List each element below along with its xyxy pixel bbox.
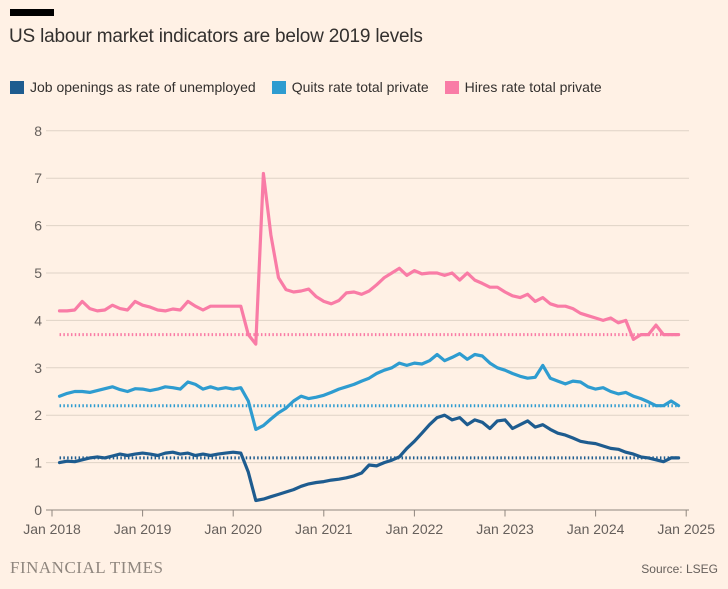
chart-title: US labour market indicators are below 20… — [9, 26, 423, 47]
series-line-2 — [57, 171, 681, 346]
svg-text:0: 0 — [34, 502, 42, 518]
source-credit: Source: LSEG — [641, 562, 718, 576]
x-axis: Jan 2018 Jan 2019 Jan 2020 Jan 2021 Jan 2022… — [23, 510, 715, 537]
chart-footer: FINANCIAL TIMES Source: LSEG — [0, 554, 728, 584]
svg-text:3: 3 — [34, 360, 42, 376]
svg-text:Jan 2022: Jan 2022 — [386, 521, 444, 537]
series-line-0 — [57, 413, 681, 503]
legend-swatch-quits-rate — [271, 80, 286, 94]
series-line-1 — [57, 352, 681, 431]
svg-text:1: 1 — [34, 455, 42, 471]
legend-swatch-hires-rate — [444, 80, 459, 94]
svg-text:6: 6 — [34, 218, 42, 234]
legend-item-hires-rate: Hires rate total private — [444, 79, 602, 95]
legend-swatch-job-openings — [10, 80, 24, 94]
svg-text:Jan 2020: Jan 2020 — [204, 521, 262, 537]
legend-item-quits-rate: Quits rate total private — [271, 79, 429, 95]
svg-text:Jan 2025: Jan 2025 — [657, 521, 715, 537]
svg-text:7: 7 — [34, 170, 42, 186]
svg-text:8: 8 — [34, 123, 42, 139]
ft-wordmark: FINANCIAL TIMES — [10, 558, 164, 577]
legend-label-hires-rate: Hires rate total private — [464, 79, 602, 95]
svg-text:Jan 2024: Jan 2024 — [567, 521, 625, 537]
ft-brand-bar — [10, 9, 54, 16]
reference-lines — [59, 333, 679, 460]
chart-legend: Job openings as rate of unemployed Quits… — [10, 79, 602, 95]
svg-text:Jan 2019: Jan 2019 — [114, 521, 172, 537]
line-chart: 0 1 2 3 4 5 6 7 8 Jan 2018 Jan 2019 Jan 2020 Jan 202… — [23, 123, 715, 537]
svg-text:2: 2 — [34, 407, 42, 423]
svg-text:Jan 2023: Jan 2023 — [476, 521, 534, 537]
gridlines — [46, 130, 689, 511]
legend-item-job-openings: Job openings as rate of unemployed — [10, 79, 256, 95]
legend-label-job-openings: Job openings as rate of unemployed — [30, 79, 256, 95]
svg-text:4: 4 — [34, 312, 42, 328]
svg-text:5: 5 — [34, 265, 42, 281]
y-axis-labels: 0 1 2 3 4 5 6 7 8 — [34, 123, 42, 518]
legend-label-quits-rate: Quits rate total private — [291, 79, 429, 95]
svg-text:Jan 2021: Jan 2021 — [295, 521, 353, 537]
svg-text:Jan 2018: Jan 2018 — [23, 521, 81, 537]
